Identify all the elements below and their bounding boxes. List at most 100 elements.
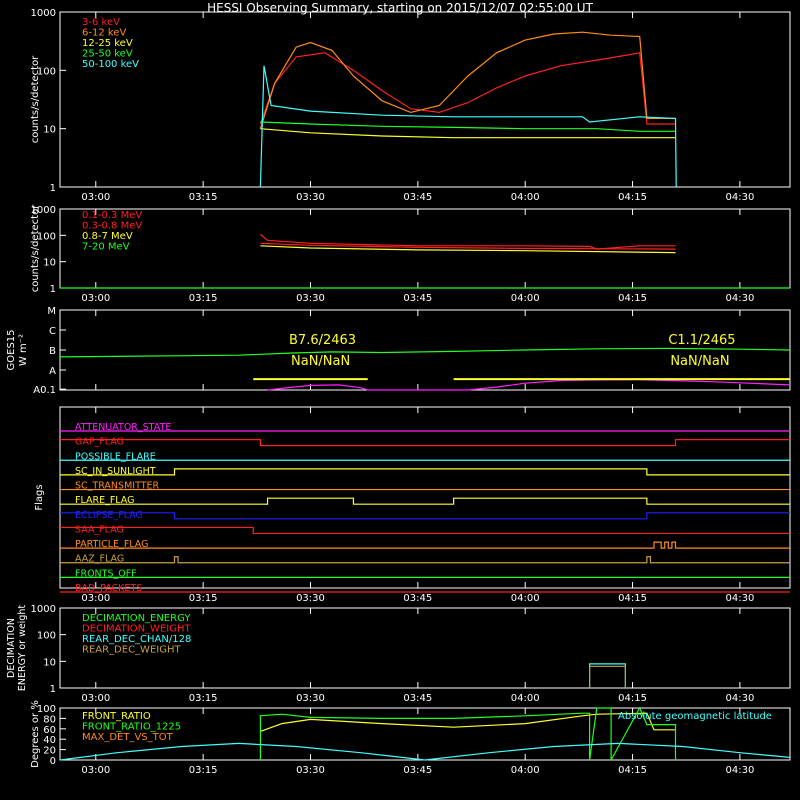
series-line: [259, 65, 677, 188]
series-line: [59, 742, 791, 761]
x-tick-label: 03:00: [81, 293, 110, 304]
x-tick-label: 03:45: [403, 293, 432, 304]
legend-entry: 0.8-7 MeV: [82, 231, 133, 242]
series-line: [588, 663, 627, 688]
legend-entry: 3-6 keV: [82, 17, 120, 28]
x-tick-label: 03:30: [296, 593, 325, 604]
flag-label: GAP_FLAG: [75, 437, 124, 448]
flag-line: [60, 541, 790, 549]
y-tick-label: 1000: [31, 8, 56, 19]
y-axis-label: GOES15: [6, 329, 17, 370]
panel-frame: [59, 309, 791, 391]
x-tick-label: 03:15: [189, 765, 218, 776]
flag-label: FLARE_FLAG: [75, 495, 135, 506]
y-tick-label: 100: [37, 631, 56, 642]
legend-entry: DECIMATION_WEIGHT: [82, 624, 191, 635]
x-tick-label: 03:45: [403, 593, 432, 604]
y-axis-label: Flags: [34, 484, 45, 510]
x-tick-label: 03:30: [296, 293, 325, 304]
flare-annotation: B7.6/2463: [289, 333, 356, 348]
series-line: [259, 706, 677, 761]
y-tick-label: 10: [43, 125, 56, 136]
series-line: [59, 347, 791, 358]
legend-entry: FRONT_RATIO: [82, 711, 151, 722]
x-tick-label: 03:15: [189, 593, 218, 604]
flare-annotation: NaN/NaN: [291, 354, 350, 369]
series-line: [260, 121, 676, 132]
x-tick-label: 03:15: [189, 293, 218, 304]
x-tick-label: 04:15: [618, 765, 647, 776]
x-tick-label: 04:15: [618, 192, 647, 203]
legend-entry: 0.1-0.3 MeV: [82, 210, 142, 221]
series-line: [259, 52, 676, 125]
legend-entry: 0.3-0.8 MeV: [82, 221, 142, 232]
series-line: [260, 245, 676, 254]
y-tick-label: 80: [43, 714, 56, 725]
flag-label: POSSIBLE_FLARE: [75, 451, 156, 462]
x-tick-label: 04:15: [618, 593, 647, 604]
x-tick-label: 04:30: [725, 693, 754, 704]
x-tick-label: 04:15: [618, 693, 647, 704]
y-axis-label: ENERGY or weight: [17, 605, 28, 691]
y-tick-label: 60: [43, 725, 56, 736]
flag-label: SC_IN_SUNLIGHT: [75, 466, 156, 477]
x-tick-label: 04:30: [725, 765, 754, 776]
series-line: [588, 665, 627, 688]
x-tick-label: 03:30: [296, 693, 325, 704]
y-tick-label: A: [49, 366, 56, 377]
y-tick-label: 10: [43, 258, 56, 269]
y-axis-unit: W m⁻²: [18, 334, 29, 366]
y-tick-label: B: [49, 346, 56, 357]
legend-entry: FRONT_RATIO_1225: [82, 722, 181, 733]
geomagnetic-latitude-label: Absolute geomagnetic latitude: [618, 711, 772, 722]
x-tick-label: 04:30: [725, 593, 754, 604]
flag-label: ECLIPSE_FLAG: [75, 510, 143, 521]
flag-label: ATTENUATOR_STATE: [75, 422, 171, 433]
flag-line: [60, 468, 790, 476]
flare-annotation: C1.1/2465: [668, 333, 735, 348]
flag-label: PARTICLE_FLAG: [75, 539, 148, 550]
y-tick-label: 1: [50, 684, 56, 695]
flag-label: FRONTS_OFF: [75, 568, 137, 579]
panel-frame: [59, 11, 791, 188]
legend-entry: REAR_DEC_CHAN/128: [82, 634, 191, 645]
y-tick-label: 0: [50, 756, 56, 767]
x-tick-label: 03:15: [189, 192, 218, 203]
flag-line: [60, 497, 790, 505]
legend-entry: REAR_DEC_WEIGHT: [82, 645, 181, 656]
x-tick-label: 04:30: [725, 192, 754, 203]
x-tick-label: 04:00: [511, 293, 540, 304]
x-tick-label: 03:00: [81, 192, 110, 203]
y-tick-label: 1000: [31, 604, 56, 615]
y-tick-label: A0.1: [33, 385, 56, 396]
legend-entry: 7-20 MeV: [82, 242, 130, 253]
panel-frame: [59, 208, 791, 289]
y-tick-label: 40: [43, 735, 56, 746]
panel-frame: [59, 607, 791, 689]
legend-entry: 6-12 keV: [82, 28, 126, 39]
y-tick-label: 1: [50, 284, 56, 295]
x-tick-label: 03:00: [81, 765, 110, 776]
x-tick-label: 03:30: [296, 765, 325, 776]
x-tick-label: 03:30: [296, 192, 325, 203]
y-tick-label: 100: [37, 704, 56, 715]
flag-line: [60, 556, 790, 564]
y-axis-label: counts/s/detector: [30, 204, 41, 292]
legend-entry: 25-50 keV: [82, 49, 133, 60]
flag-line: [60, 439, 790, 447]
x-tick-label: 03:45: [403, 192, 432, 203]
y-axis-label: DECIMATION: [6, 618, 17, 678]
y-tick-label: 1000: [31, 205, 56, 216]
series-line: [260, 128, 676, 139]
legend-entry: MAX_DET_VS_TOT: [82, 732, 174, 743]
x-tick-label: 03:00: [81, 593, 110, 604]
flag-label: SAA_FLAG: [75, 524, 124, 535]
x-tick-label: 04:00: [511, 192, 540, 203]
series-line: [260, 233, 676, 250]
series-line: [267, 378, 791, 391]
x-tick-label: 04:30: [725, 293, 754, 304]
x-tick-label: 04:15: [618, 293, 647, 304]
y-axis-label: Degrees or %: [30, 700, 41, 768]
flag-label: AAZ_FLAG: [75, 554, 124, 565]
series-line: [260, 712, 676, 732]
